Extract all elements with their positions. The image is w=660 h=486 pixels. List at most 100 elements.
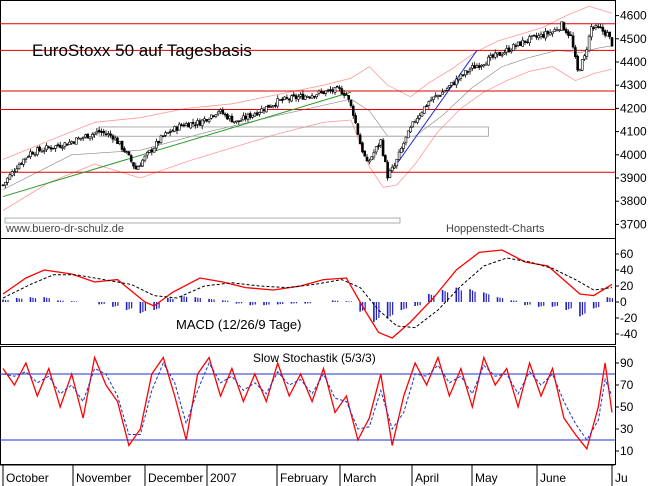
candle-body [340,88,344,95]
candle-body [168,131,172,133]
x-tick-label: May [475,471,498,485]
macd-tick-label: 0 [620,295,627,309]
candle-body [148,149,151,153]
candle-body [530,35,534,37]
candle-body [464,70,467,76]
candle-body [155,141,158,149]
candle-body [31,152,35,155]
candle-body [374,146,378,153]
candle-body [475,65,479,68]
stochastic-tick-label: 30 [620,422,634,436]
candle-body [68,141,71,145]
candle-body [594,25,598,28]
candle-body [113,137,117,141]
candle-body [473,65,476,69]
candle-body [74,137,78,145]
candle-body [450,81,454,86]
candle-body [519,41,522,46]
candle-body [503,52,506,55]
candle-body [56,144,60,147]
candle-body [191,122,195,124]
candle-body [189,122,193,129]
macd-tick-label: -40 [620,327,638,341]
candle-body [326,89,330,92]
candle-body [342,92,346,96]
x-axis: October November December 2007 February March… [0,464,628,486]
candle-body [516,41,520,46]
candle-body [390,166,394,172]
macd-tick-label: 40 [620,263,634,277]
candle-body [402,142,405,149]
candle-body [558,29,561,32]
candle-body [58,144,62,148]
candle-body [294,95,298,100]
candle-body [363,150,367,157]
candle-body [237,120,241,123]
candle-body [599,26,602,29]
candle-body [290,95,293,102]
price-tick-label: 3900 [620,171,647,185]
candle-body [184,123,188,126]
candle-body [347,95,351,100]
candle-body [596,26,600,28]
candle-body [267,104,270,108]
candle-body [212,115,215,118]
macd-panel: 60 40 20 0 -20 -40 [2,247,638,341]
candle-body [123,148,126,152]
candle-body [496,52,499,55]
candle-body [331,89,334,92]
candle-body [466,71,470,73]
stochastic-d-line [2,361,613,441]
candle-body [84,134,87,138]
candle-body [120,140,124,150]
candle-body [20,163,23,165]
candle-body [489,55,492,58]
candle-body [88,136,92,139]
candle-body [285,97,289,99]
candle-body [583,55,586,60]
candle-body [514,45,518,47]
candle-body [287,98,291,101]
candle-body [221,109,225,115]
candle-body [319,91,323,93]
candle-body [246,113,250,120]
candle-body [548,32,552,36]
candle-body [377,145,380,147]
candle-body [452,82,456,86]
candle-body [276,98,280,107]
candle-body [230,115,234,123]
candle-body [47,146,51,149]
candle-body [438,95,442,97]
stochastic-title: Slow Stochastik (5/3/3) [253,351,376,365]
candle-body [457,78,460,81]
candle-body [244,115,247,120]
candle-body [532,34,536,37]
x-tick-label: October [6,471,49,485]
candle-body [95,131,99,134]
candle-body [242,115,245,121]
candle-body [491,54,495,58]
candle-body [329,89,332,91]
candle-body [477,65,481,68]
candle-body [136,166,140,170]
candle-body [539,33,543,37]
candle-body [219,109,222,112]
candle-body [379,139,383,146]
candle-body [349,100,353,107]
candle-body [322,91,325,95]
candle-body [395,158,399,167]
candle-body [269,106,273,108]
candle-body [127,151,131,156]
x-tick-label: Ju [615,471,628,485]
candle-body [368,160,371,163]
candle-body [528,36,531,44]
candle-body [90,134,94,138]
candle-body [22,158,25,165]
candle-body [310,95,314,99]
candle-body [571,35,575,48]
candle-body [338,87,341,89]
watermark-box-left [4,217,401,224]
macd-tick-label: 20 [620,279,634,293]
chart-title: EuroStoxx 50 auf Tagesbasis [32,41,252,60]
x-tick-label: November [76,471,131,485]
